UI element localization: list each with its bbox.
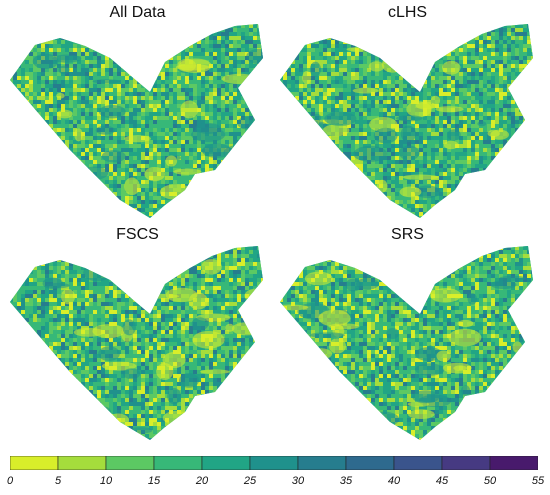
map-area xyxy=(280,24,533,218)
colorbar-segment xyxy=(489,456,538,470)
colorbar-tick-label: 10 xyxy=(99,475,113,487)
colorbar-tick-label: 15 xyxy=(147,475,161,487)
colorbar-segment xyxy=(345,456,395,470)
colorbar-segment xyxy=(297,456,347,470)
colorbar-tick-label: 40 xyxy=(387,475,401,487)
map-area xyxy=(280,246,533,440)
panel-title: FSCS xyxy=(116,226,159,243)
map-panel-clhs: cLHS xyxy=(270,0,545,230)
panel-title: cLHS xyxy=(387,4,428,21)
colorbar xyxy=(10,456,538,470)
colorbar-segment xyxy=(57,456,107,470)
colorbar-tick-label: 0 xyxy=(6,475,14,487)
colorbar-segment xyxy=(153,456,203,470)
colorbar-segment xyxy=(201,456,251,470)
map-panel-srs: SRS xyxy=(270,222,545,452)
colorbar-segment xyxy=(10,456,59,470)
map-panel-fscs: FSCS xyxy=(0,222,275,452)
panel-title: All Data xyxy=(109,4,166,21)
colorbar-tick-label: 30 xyxy=(291,475,305,487)
panel-title: SRS xyxy=(391,226,424,243)
colorbar-tick-label: 55 xyxy=(531,475,545,487)
map-area xyxy=(10,24,263,218)
colorbar-tick-label: 45 xyxy=(435,475,449,487)
colorbar-tick-label: 5 xyxy=(54,475,62,487)
map-panel-all-data: All Data xyxy=(0,0,275,230)
colorbar-segment xyxy=(105,456,155,470)
map-raster xyxy=(10,24,263,218)
colorbar-tick-label: 50 xyxy=(483,475,497,487)
colorbar-segment xyxy=(249,456,299,470)
map-raster xyxy=(10,246,263,440)
map-raster xyxy=(280,24,533,218)
map-area xyxy=(10,246,263,440)
colorbar-tick-label: 25 xyxy=(243,475,257,487)
colorbar-segment xyxy=(441,456,491,470)
colorbar-tick-label: 20 xyxy=(195,475,209,487)
colorbar-segment xyxy=(393,456,443,470)
colorbar-tick-label: 35 xyxy=(339,475,353,487)
map-raster xyxy=(280,246,533,440)
